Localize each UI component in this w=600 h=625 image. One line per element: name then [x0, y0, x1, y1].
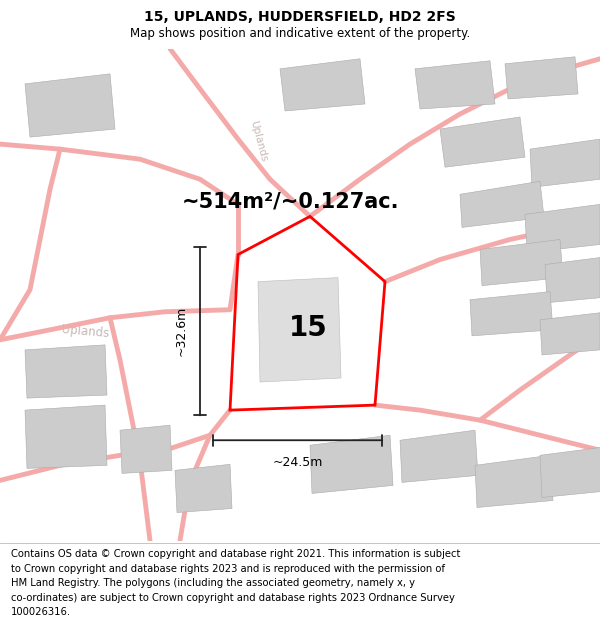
Polygon shape — [120, 425, 172, 473]
Text: co-ordinates) are subject to Crown copyright and database rights 2023 Ordnance S: co-ordinates) are subject to Crown copyr… — [11, 592, 455, 602]
Text: 15: 15 — [289, 314, 328, 342]
Text: ~24.5m: ~24.5m — [272, 456, 323, 469]
Polygon shape — [175, 464, 232, 512]
Polygon shape — [540, 312, 600, 355]
Polygon shape — [505, 57, 578, 99]
Text: 100026316.: 100026316. — [11, 607, 71, 617]
Polygon shape — [25, 74, 115, 137]
Polygon shape — [25, 405, 107, 468]
Polygon shape — [25, 345, 107, 398]
Text: to Crown copyright and database rights 2023 and is reproduced with the permissio: to Crown copyright and database rights 2… — [11, 564, 445, 574]
Polygon shape — [258, 278, 341, 382]
Text: ~514m²/~0.127ac.: ~514m²/~0.127ac. — [181, 191, 399, 211]
Polygon shape — [400, 430, 478, 482]
Polygon shape — [525, 204, 600, 252]
Text: 15, UPLANDS, HUDDERSFIELD, HD2 2FS: 15, UPLANDS, HUDDERSFIELD, HD2 2FS — [144, 10, 456, 24]
Polygon shape — [440, 117, 525, 168]
Text: HM Land Registry. The polygons (including the associated geometry, namely x, y: HM Land Registry. The polygons (includin… — [11, 578, 415, 588]
Polygon shape — [460, 181, 544, 228]
Polygon shape — [545, 258, 600, 302]
Polygon shape — [475, 455, 553, 508]
Text: Map shows position and indicative extent of the property.: Map shows position and indicative extent… — [130, 27, 470, 40]
Text: Uplands: Uplands — [61, 323, 109, 341]
Text: Contains OS data © Crown copyright and database right 2021. This information is : Contains OS data © Crown copyright and d… — [11, 549, 460, 559]
Polygon shape — [310, 435, 393, 494]
Text: ~32.6m: ~32.6m — [175, 306, 188, 356]
Polygon shape — [480, 239, 563, 286]
Polygon shape — [280, 59, 365, 111]
Polygon shape — [415, 61, 495, 109]
Polygon shape — [530, 139, 600, 188]
Text: Uplands: Uplands — [248, 119, 268, 162]
Polygon shape — [470, 292, 553, 336]
Polygon shape — [540, 446, 600, 498]
